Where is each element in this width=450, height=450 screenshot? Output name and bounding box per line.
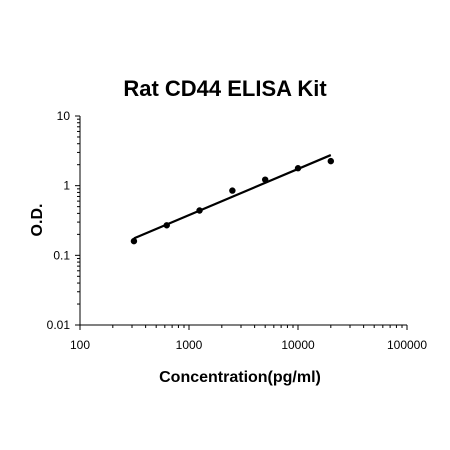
fit-line	[133, 154, 332, 240]
x-tick-label: 1000	[176, 338, 203, 352]
chart-title: Rat CD44 ELISA Kit	[123, 76, 327, 101]
data-point	[261, 176, 269, 183]
y-tick-label: 0.1	[53, 248, 70, 262]
data-point	[327, 157, 335, 165]
axes	[79, 116, 407, 326]
data-points	[130, 157, 335, 245]
data-point	[196, 207, 203, 214]
y-tick-label: 1	[63, 179, 70, 193]
data-point	[130, 237, 138, 245]
x-axis-label: Concentration(pg/ml)	[159, 369, 321, 386]
ticks	[75, 115, 408, 330]
x-tick-label: 100	[70, 338, 90, 352]
x-tick-label: 10000	[281, 338, 315, 352]
data-point	[294, 165, 302, 172]
y-tick-label: 10	[57, 109, 71, 123]
x-tick-label: 100000	[387, 338, 427, 352]
y-tick-label: 0.01	[47, 318, 71, 332]
data-point	[163, 222, 170, 229]
fit-line-group	[133, 154, 332, 240]
y-axis-label: O.D.	[29, 204, 46, 237]
data-point	[229, 187, 236, 194]
tick-labels: 100 1000 10000 100000 0.01 0.1 1 10	[47, 109, 428, 352]
